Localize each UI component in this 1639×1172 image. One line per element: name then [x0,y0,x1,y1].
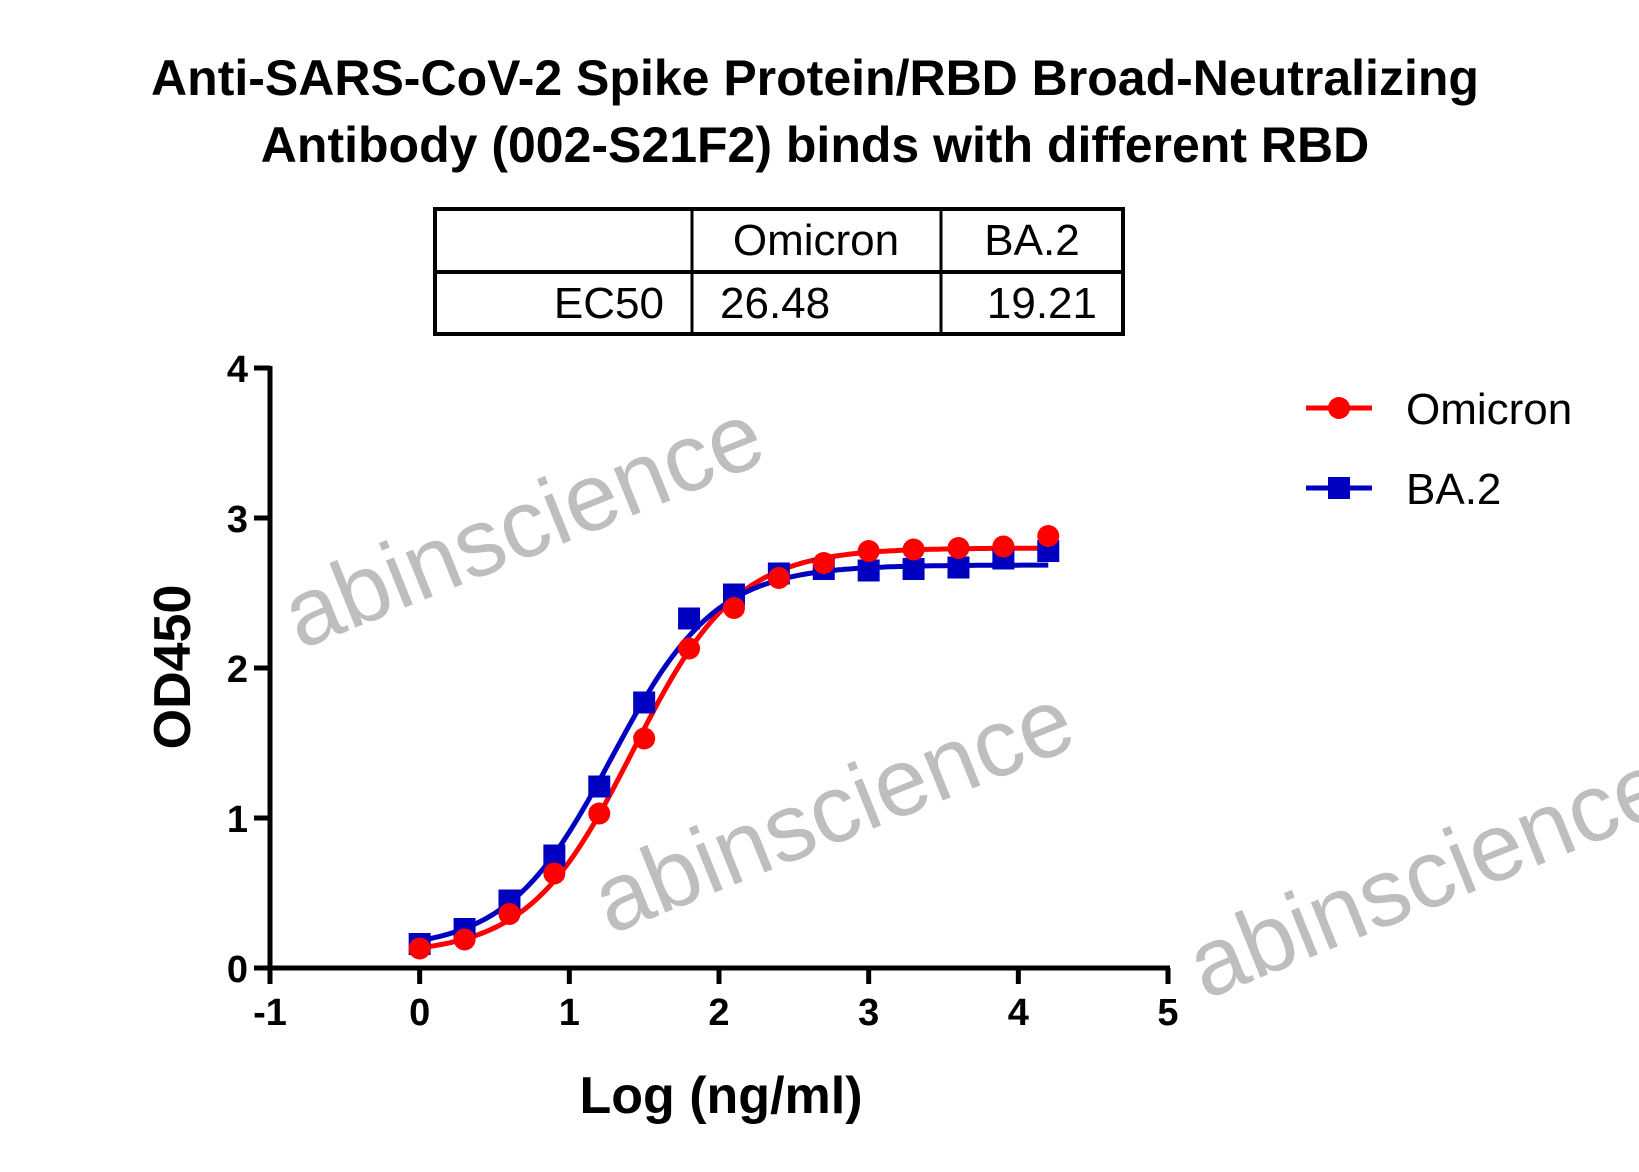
chart-title-line-2: Antibody (002-S21F2) binds with differen… [261,117,1369,173]
ec50-table: Omicron BA.2 EC50 26.48 19.21 [433,207,1125,336]
table-header-omicron: Omicron [733,216,899,265]
legend-label: Omicron [1406,385,1572,434]
data-point [543,862,566,885]
data-point [498,903,521,925]
x-tick-label: 0 [409,992,430,1034]
y-tick-label: 3 [227,499,248,541]
table-header-ba2: BA.2 [984,216,1079,265]
plot-area [408,525,1060,960]
legend: Omicron BA.2 [1306,385,1572,514]
x-tick-label: 1 [559,992,580,1034]
chart-title-line-1: Anti-SARS-CoV-2 Spike Protein/RBD Broad-… [151,50,1479,106]
data-point [947,537,970,559]
y-tick-label: 2 [227,649,248,691]
y-tick-label: 1 [227,799,248,841]
data-point [588,775,611,798]
y-tick-label: 4 [227,349,248,391]
data-point [767,567,790,589]
y-axis-label: OD450 [144,585,202,750]
watermark-text: abinscience [1173,730,1639,1019]
data-point [902,558,925,580]
x-tick-label: 3 [858,992,879,1034]
x-tick-label: -1 [253,992,287,1034]
data-point [543,844,566,867]
table-row-label: EC50 [554,279,664,328]
table-ec50-omicron: 26.48 [720,279,830,328]
data-point [722,597,745,619]
x-tick-label: 4 [1008,992,1029,1034]
legend-label: BA.2 [1406,465,1501,514]
data-point [947,556,970,579]
data-point [992,535,1015,558]
legend-marker [1328,477,1350,499]
data-point [857,559,880,582]
legend-marker [1328,397,1350,419]
x-axis-label: Log (ng/ml) [579,1067,862,1125]
data-point [812,552,835,574]
data-point [633,691,656,714]
data-point [857,540,880,562]
data-point [408,937,431,960]
data-point [453,928,476,951]
data-point [588,802,611,825]
data-point [678,607,701,630]
data-point [678,637,701,660]
x-tick-label: 5 [1157,992,1178,1034]
x-tick-label: 2 [708,992,729,1034]
y-tick-label: 0 [227,949,248,991]
data-point [1037,525,1060,547]
data-point [633,727,656,750]
table-ec50-ba2: 19.21 [987,279,1097,328]
data-point [902,538,925,561]
